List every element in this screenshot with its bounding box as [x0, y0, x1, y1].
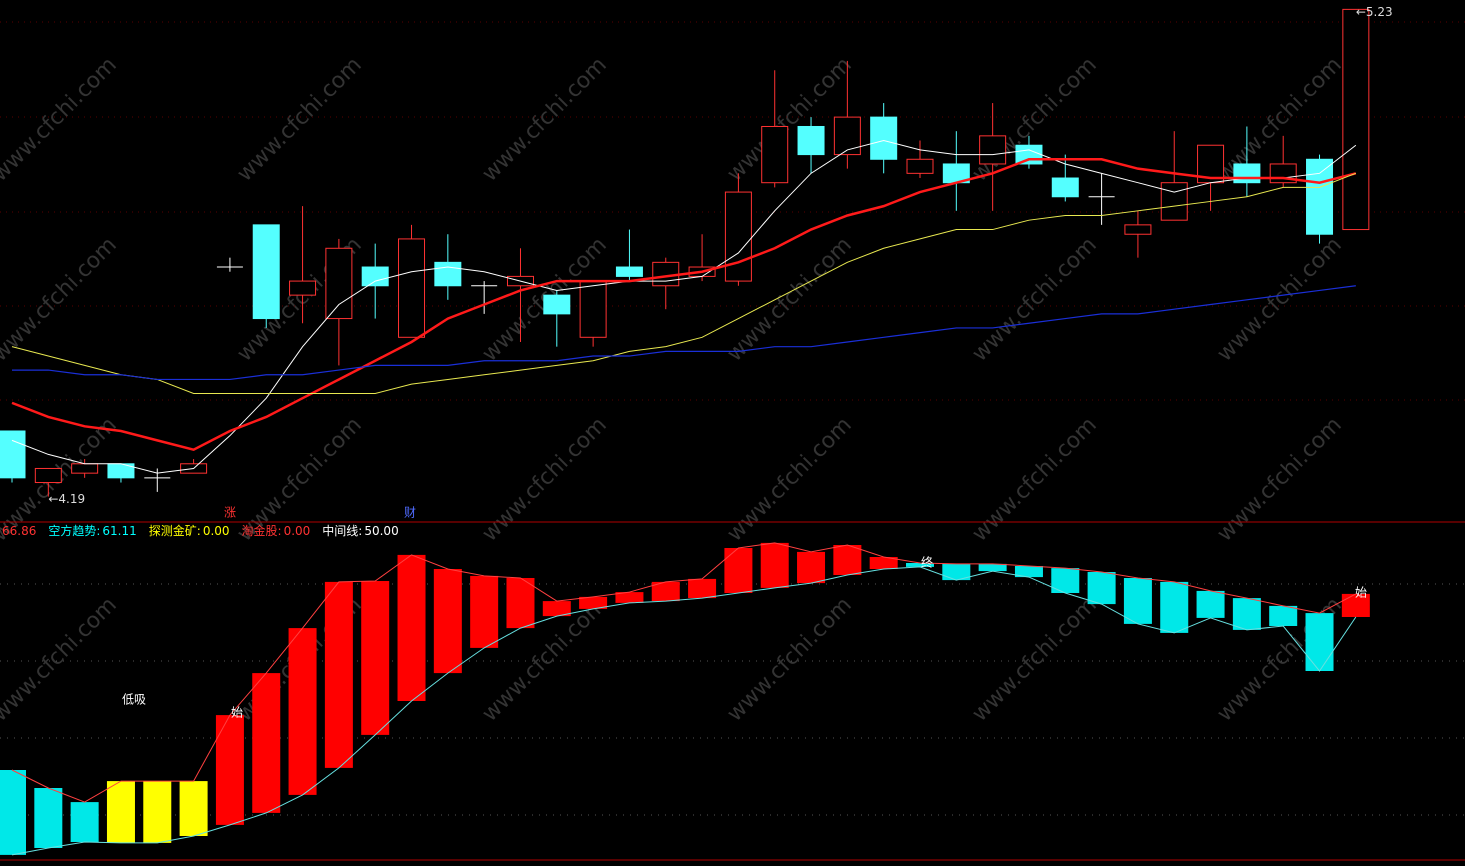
candle-body [870, 116, 898, 160]
candle-body [1233, 163, 1261, 184]
price-pane: ←4.19 ←5.23 涨 财 [0, 5, 1393, 520]
indicator-bar [143, 781, 172, 843]
header-value: 61.11 [102, 524, 137, 538]
candle-body [833, 116, 861, 156]
candle-body [615, 266, 643, 277]
candle-body [1306, 158, 1334, 235]
event-marker: 涨 [224, 505, 236, 520]
candle-body [906, 158, 934, 174]
header-item: 探测金矿: 0.00 [149, 523, 230, 539]
header-item: 空方趋势: 61.11 [48, 523, 136, 539]
indicator-header: 66.86 空方趋势: 61.11 探测金矿: 0.00 淘金股: 0.00 中间线: 50.0… [0, 523, 411, 539]
indicator-bar [1051, 568, 1080, 593]
candle-body [724, 191, 752, 282]
indicator-bar [324, 581, 353, 768]
indicator-bar [397, 554, 426, 701]
indicator-bar [1123, 578, 1152, 624]
candle-body [0, 430, 26, 479]
moving-average [12, 285, 1356, 381]
candle-body [1124, 224, 1152, 235]
candle-body [71, 463, 99, 474]
indicator-bar [688, 578, 717, 599]
indicator-bar [1087, 572, 1116, 605]
candle-body [361, 266, 389, 287]
header-name: 空方趋势: [48, 524, 101, 538]
candle-body [1160, 182, 1188, 221]
candle-body [543, 294, 571, 315]
candle-body [1015, 144, 1043, 165]
indicator-bar [724, 548, 753, 593]
indicator-bar [579, 596, 608, 609]
signal-label: 始 [1355, 586, 1367, 600]
header-name: 淘金股: [241, 524, 282, 538]
candle-body [797, 125, 825, 156]
indicator-bar [70, 802, 99, 842]
candle-body [1051, 177, 1079, 198]
indicator-bar [760, 542, 789, 588]
signal-label: 终 [921, 555, 933, 570]
indicator-bar [1232, 598, 1261, 630]
header-item: 66.86 [0, 523, 36, 539]
moving-average [11, 158, 1357, 452]
extreme-label: ←5.23 [1356, 5, 1393, 19]
indicator-bar [1160, 581, 1189, 633]
indicator-bar [288, 628, 317, 795]
indicator-bar [215, 715, 244, 825]
indicator-bar [179, 781, 208, 836]
candle-body [979, 135, 1007, 165]
header-value: 0.00 [202, 524, 230, 538]
indicator-bar [470, 575, 499, 648]
indicator-bar [1014, 566, 1043, 578]
indicator-bar [252, 673, 281, 813]
candle-body [434, 261, 462, 287]
indicator-bar [542, 601, 571, 617]
header-item: 中间线: 50.00 [322, 523, 398, 539]
candle-body [325, 247, 353, 320]
header-item: 淘金股: 0.00 [242, 523, 311, 539]
candle-body [579, 280, 607, 338]
indicator-bar [433, 569, 462, 674]
indicator-bar [1269, 605, 1298, 626]
header-value: 0.00 [283, 524, 311, 538]
indicator-bar [1341, 593, 1370, 617]
indicator-bar [651, 581, 680, 602]
candle-body [289, 280, 317, 296]
indicator-line [11, 566, 1357, 856]
indicator-bar [978, 563, 1007, 572]
indicator-bar [1196, 590, 1225, 618]
indicator-bar [0, 770, 26, 855]
candle-body [761, 125, 789, 184]
candle-body [252, 224, 280, 320]
extreme-label: ←4.19 [48, 492, 85, 506]
indicator-bar [869, 557, 898, 569]
moving-average [11, 172, 1357, 395]
candle-body [1342, 8, 1370, 231]
indicator-bar [1305, 613, 1334, 671]
indicator-line [11, 542, 1357, 803]
event-marker: 财 [404, 506, 416, 520]
candle-body [398, 238, 426, 338]
indicator-bar [615, 592, 644, 603]
indicator-bar [942, 563, 971, 581]
indicator-bar [34, 788, 63, 848]
candle-body [34, 467, 62, 484]
signal-label: 始 [231, 706, 243, 720]
header-name: 中间线: [322, 524, 363, 538]
header-value: 66.86 [2, 524, 37, 538]
indicator-bar [833, 545, 862, 575]
header-value: 50.00 [364, 524, 399, 538]
indicator-bar [106, 781, 135, 843]
indicator-bar [361, 581, 390, 735]
indicator-bar [906, 563, 934, 567]
indicator-bar [506, 578, 535, 629]
signal-label: 低吸 [122, 693, 146, 707]
indicator-bar [797, 551, 826, 584]
header-name: 探测金矿: [148, 524, 201, 538]
